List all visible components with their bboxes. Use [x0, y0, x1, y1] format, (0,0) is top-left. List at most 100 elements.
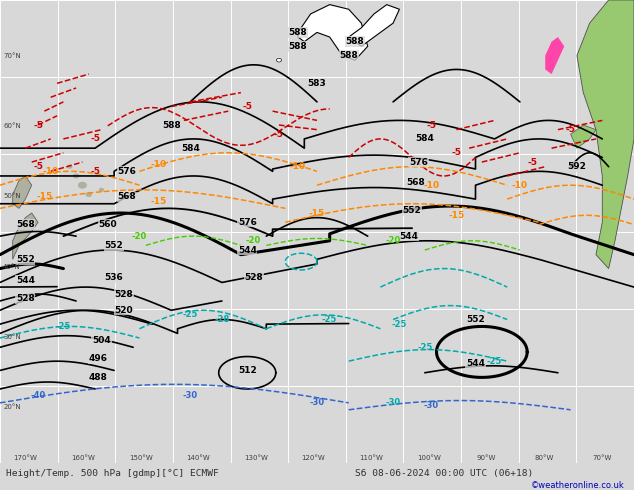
Text: -25: -25	[392, 319, 407, 329]
Text: -5: -5	[566, 125, 576, 134]
Polygon shape	[577, 0, 634, 269]
Text: -25: -25	[417, 343, 432, 352]
Text: 576: 576	[409, 158, 428, 167]
Text: -5: -5	[33, 121, 43, 129]
Text: -20: -20	[246, 236, 261, 245]
Circle shape	[79, 182, 86, 188]
Polygon shape	[571, 125, 596, 148]
Text: 544: 544	[238, 245, 257, 254]
Text: -5: -5	[451, 148, 462, 157]
Text: 528: 528	[114, 290, 133, 298]
Text: 150°W: 150°W	[129, 455, 153, 461]
Text: 588: 588	[288, 42, 307, 51]
Text: 528: 528	[16, 294, 35, 303]
Text: -10: -10	[423, 181, 439, 190]
Text: 568: 568	[117, 192, 136, 201]
Text: -5: -5	[33, 162, 43, 171]
Text: -5: -5	[527, 158, 538, 167]
Polygon shape	[298, 4, 368, 60]
Text: -5: -5	[242, 102, 252, 111]
Polygon shape	[545, 37, 564, 74]
Text: 588: 588	[162, 121, 181, 129]
Text: 160°W: 160°W	[71, 455, 95, 461]
Text: 583: 583	[307, 79, 327, 88]
Text: -10: -10	[42, 167, 59, 176]
Text: 588: 588	[288, 28, 307, 37]
Text: 496: 496	[89, 354, 108, 364]
Text: 110°W: 110°W	[359, 455, 383, 461]
Text: -25: -25	[487, 357, 502, 366]
Polygon shape	[13, 213, 38, 259]
Text: 544: 544	[16, 276, 35, 285]
Text: -30: -30	[424, 401, 439, 410]
Polygon shape	[13, 176, 32, 208]
Text: 552: 552	[466, 315, 485, 324]
Text: 30°N: 30°N	[3, 334, 21, 340]
Text: Height/Temp. 500 hPa [gdmp][°C] ECMWF: Height/Temp. 500 hPa [gdmp][°C] ECMWF	[6, 469, 219, 478]
Text: 576: 576	[238, 218, 257, 227]
Circle shape	[86, 193, 91, 196]
Text: -5: -5	[426, 121, 436, 129]
Text: -25: -25	[322, 315, 337, 324]
Text: 130°W: 130°W	[244, 455, 268, 461]
Text: 504: 504	[92, 336, 111, 345]
Text: 60°N: 60°N	[3, 123, 21, 129]
Text: -28: -28	[214, 315, 230, 324]
Text: 170°W: 170°W	[13, 455, 37, 461]
Text: 120°W: 120°W	[302, 455, 325, 461]
Text: 544: 544	[399, 232, 418, 241]
Text: -10: -10	[512, 181, 528, 190]
Text: 70°N: 70°N	[3, 52, 21, 59]
Text: 568: 568	[16, 220, 35, 229]
Circle shape	[276, 58, 281, 62]
Text: 552: 552	[16, 255, 35, 264]
Text: -15: -15	[448, 211, 465, 220]
Text: -40: -40	[30, 392, 46, 400]
Text: 512: 512	[238, 366, 257, 375]
Text: -15: -15	[36, 192, 53, 201]
Text: 50°N: 50°N	[3, 194, 21, 199]
Text: Sб 08-06-2024 00:00 UTC (06+18): Sб 08-06-2024 00:00 UTC (06+18)	[355, 469, 533, 478]
Text: -5: -5	[90, 134, 100, 144]
Polygon shape	[349, 4, 399, 47]
Text: 80°W: 80°W	[534, 455, 553, 461]
Text: -30: -30	[309, 398, 325, 407]
Text: -20: -20	[385, 236, 401, 245]
Text: 552: 552	[403, 206, 422, 215]
Text: 536: 536	[105, 273, 124, 282]
Text: 528: 528	[244, 273, 263, 282]
Text: -25: -25	[183, 310, 198, 319]
Text: 588: 588	[339, 51, 358, 60]
Text: 560: 560	[98, 220, 117, 229]
Text: 584: 584	[415, 134, 434, 144]
Text: 100°W: 100°W	[417, 455, 441, 461]
Text: 592: 592	[567, 162, 586, 171]
Text: -5: -5	[274, 130, 284, 139]
Text: 584: 584	[181, 144, 200, 153]
Text: 544: 544	[466, 359, 485, 368]
Text: 576: 576	[117, 167, 136, 176]
Text: 140°W: 140°W	[186, 455, 210, 461]
Text: 20°N: 20°N	[3, 404, 21, 411]
Text: 488: 488	[89, 373, 108, 382]
Text: -10: -10	[290, 162, 306, 171]
Circle shape	[100, 189, 103, 191]
Text: ©weatheronline.co.uk: ©weatheronline.co.uk	[531, 481, 624, 490]
Text: -20: -20	[132, 232, 147, 241]
Text: -15: -15	[309, 209, 325, 218]
Text: -5: -5	[90, 167, 100, 176]
Circle shape	[74, 174, 79, 178]
Text: -15: -15	[150, 197, 167, 206]
Text: 40°N: 40°N	[3, 264, 21, 270]
Text: -25: -25	[56, 322, 71, 331]
Text: 70°W: 70°W	[592, 455, 611, 461]
Text: -30: -30	[385, 398, 401, 407]
Circle shape	[68, 165, 72, 168]
Text: -10: -10	[150, 160, 167, 169]
Text: 568: 568	[406, 178, 425, 187]
Text: 520: 520	[114, 306, 133, 315]
Text: 90°W: 90°W	[477, 455, 496, 461]
Text: 588: 588	[346, 37, 365, 46]
Text: 552: 552	[105, 241, 124, 250]
Text: -30: -30	[183, 392, 198, 400]
